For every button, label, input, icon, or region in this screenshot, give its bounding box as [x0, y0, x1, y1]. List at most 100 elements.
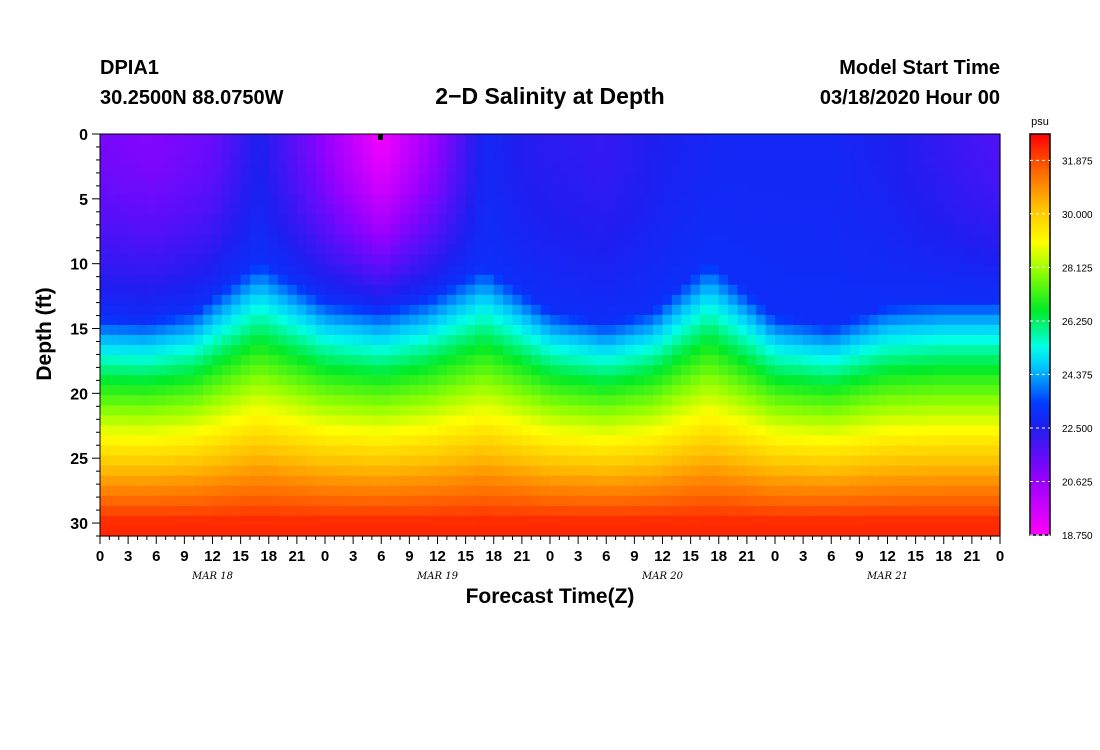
heatmap-cell	[784, 314, 795, 326]
heatmap-cell	[812, 214, 823, 226]
heatmap-cell	[306, 415, 317, 427]
heatmap-cell	[175, 445, 185, 457]
heatmap-cell	[728, 234, 739, 246]
heatmap-cell	[953, 214, 964, 226]
heatmap-cell	[100, 274, 110, 286]
heatmap-cell	[587, 335, 598, 346]
heatmap-cell	[465, 154, 476, 165]
heatmap-cell	[662, 385, 673, 396]
heatmap-cell	[606, 375, 617, 386]
heatmap-cell	[606, 505, 617, 517]
heatmap-cell	[690, 314, 701, 326]
heatmap-cell	[315, 284, 326, 296]
heatmap-cell	[568, 214, 579, 226]
heatmap-cell	[343, 284, 354, 296]
heatmap-cell	[175, 435, 185, 447]
heatmap-cell	[765, 365, 776, 376]
heatmap-cell	[446, 385, 457, 396]
heatmap-cell	[381, 435, 392, 447]
heatmap-cell	[137, 314, 148, 326]
heatmap-cell	[934, 395, 945, 406]
heatmap-cell	[765, 355, 776, 366]
heatmap-cell	[793, 455, 804, 467]
heatmap-cell	[821, 324, 832, 336]
heatmap-cell	[812, 515, 823, 527]
heatmap-cell	[278, 174, 289, 185]
heatmap-cell	[962, 234, 973, 246]
heatmap-cell	[428, 515, 439, 527]
heatmap-cell	[362, 224, 373, 236]
x-tick-label: 6	[152, 548, 160, 565]
heatmap-cell	[156, 435, 167, 447]
heatmap-cell	[390, 144, 401, 155]
heatmap-cell	[231, 445, 242, 457]
heatmap-cell	[221, 515, 232, 527]
heatmap-cell	[175, 455, 185, 467]
heatmap-cell	[831, 214, 842, 226]
heatmap-cell	[915, 395, 926, 406]
heatmap-cell	[775, 505, 785, 517]
heatmap-cell	[278, 385, 289, 396]
heatmap-cell	[700, 134, 710, 145]
heatmap-cell	[953, 475, 964, 487]
heatmap-cell	[737, 244, 748, 256]
heatmap-cell	[390, 485, 401, 497]
heatmap-cell	[625, 144, 635, 155]
heatmap-cell	[165, 234, 176, 246]
heatmap-cell	[175, 335, 185, 346]
heatmap-cell	[568, 154, 579, 165]
heatmap-cell	[165, 164, 176, 175]
heatmap-cell	[437, 435, 448, 447]
heatmap-cell	[775, 244, 785, 256]
heatmap-cell	[990, 495, 1001, 507]
heatmap-cell	[765, 405, 776, 416]
heatmap-cell	[568, 495, 579, 507]
heatmap-cell	[221, 254, 232, 266]
heatmap-cell	[193, 184, 204, 195]
heatmap-cell	[165, 335, 176, 346]
heatmap-cell	[878, 425, 889, 437]
heatmap-cell	[175, 244, 185, 256]
heatmap-cell	[643, 475, 654, 487]
heatmap-cell	[643, 174, 654, 185]
heatmap-cell	[540, 365, 551, 376]
heatmap-cell	[250, 425, 260, 437]
heatmap-cell	[334, 485, 345, 497]
heatmap-cell	[559, 465, 570, 477]
heatmap-cell	[456, 465, 467, 477]
heatmap-cell	[821, 515, 832, 527]
heatmap-cell	[812, 445, 823, 457]
heatmap-cell	[775, 385, 785, 396]
heatmap-cell	[765, 445, 776, 457]
heatmap-cell	[653, 345, 664, 356]
heatmap-cell	[906, 304, 917, 316]
heatmap-cell	[990, 234, 1001, 246]
heatmap-cell	[109, 134, 120, 145]
heatmap-cell	[409, 345, 420, 356]
heatmap-cell	[493, 204, 504, 215]
heatmap-cell	[287, 184, 298, 195]
heatmap-cell	[475, 475, 485, 487]
heatmap-cell	[484, 355, 495, 366]
heatmap-cell	[690, 465, 701, 477]
heatmap-cell	[193, 335, 204, 346]
heatmap-cell	[156, 405, 167, 416]
heatmap-cell	[100, 415, 110, 427]
heatmap-cell	[690, 184, 701, 195]
heatmap-cell	[240, 134, 251, 145]
heatmap-cell	[156, 455, 167, 467]
heatmap-cell	[296, 495, 307, 507]
heatmap-cell	[287, 355, 298, 366]
heatmap-cell	[184, 244, 195, 256]
heatmap-cell	[418, 435, 429, 447]
heatmap-cell	[634, 505, 645, 517]
heatmap-cell	[503, 314, 514, 326]
heatmap-cell	[362, 284, 373, 296]
heatmap-cell	[953, 355, 964, 366]
heatmap-cell	[643, 435, 654, 447]
heatmap-cell	[934, 324, 945, 336]
heatmap-cell	[156, 415, 167, 427]
heatmap-cell	[381, 244, 392, 256]
heatmap-cell	[437, 495, 448, 507]
heatmap-cell	[493, 435, 504, 447]
